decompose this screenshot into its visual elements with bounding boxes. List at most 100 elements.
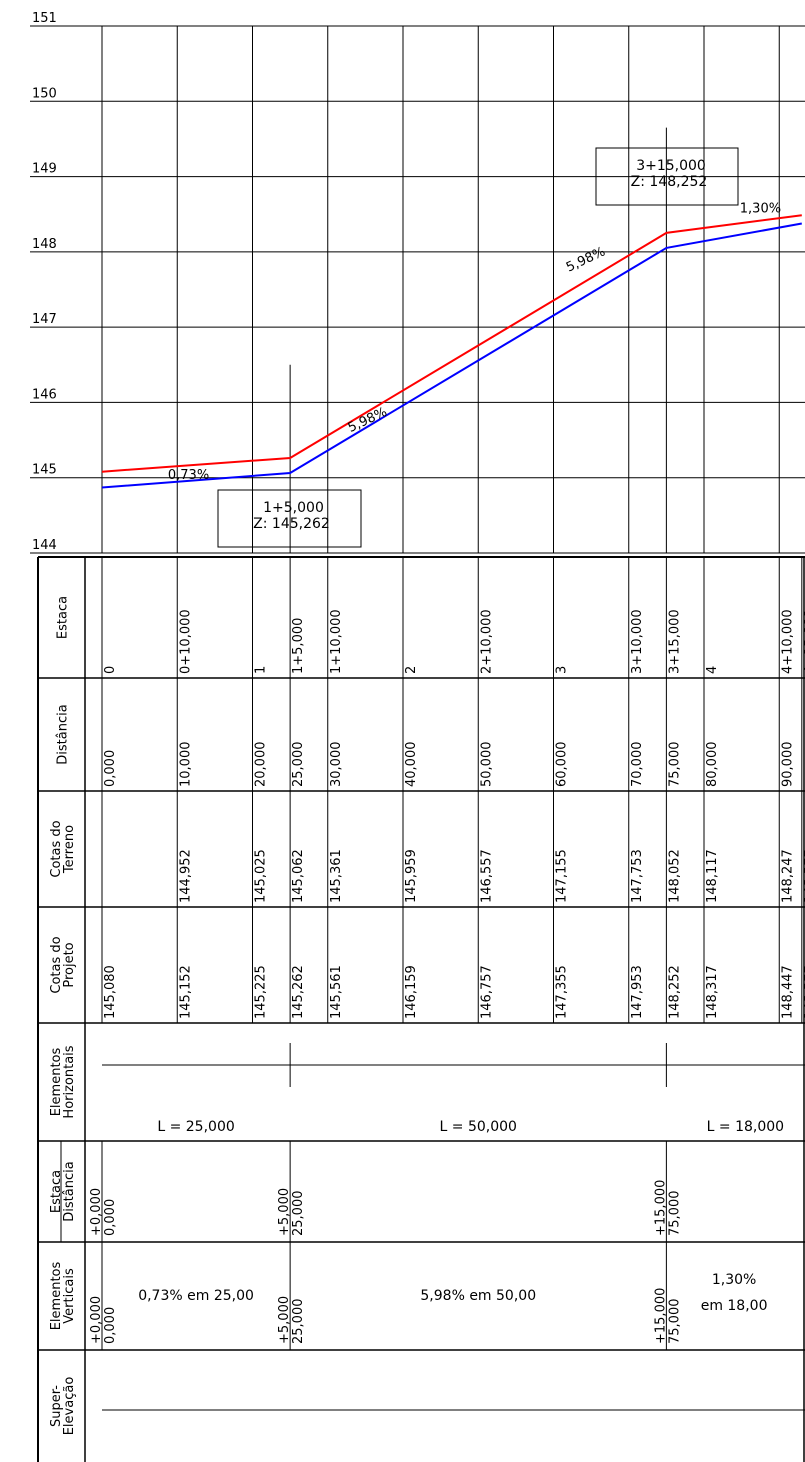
station-cell-terreno: 146,557 [479, 849, 494, 903]
grade-label: 0,73% [168, 468, 209, 483]
station-cell-dist: 20,000 [254, 742, 269, 788]
vertical-element-grade: 5,98% em 50,00 [420, 1288, 536, 1304]
station-cell-terreno: 145,062 [291, 849, 306, 903]
vertical-station-label: +5,000 [277, 1296, 292, 1344]
grade-label: 1,30% [740, 202, 781, 217]
table-row-label: Elementos [49, 1262, 64, 1331]
horizontal-element-length: L = 50,000 [440, 1119, 517, 1135]
station-cell-estaca: 2+10,000 [479, 609, 494, 674]
vertical-station-label: +0,000 [89, 1296, 104, 1344]
station-cell-estaca: 3+15,000 [667, 609, 682, 674]
station-cell-projeto: 145,225 [254, 965, 269, 1019]
station-cell-estaca: 2 [404, 666, 419, 674]
pi-label-box [595, 147, 739, 206]
station-cell-projeto: 147,953 [630, 965, 645, 1019]
distance-label: 0,000 [103, 1199, 118, 1236]
station-cell-estaca: 1+5,000 [291, 618, 306, 674]
table-row-label: Projeto [62, 942, 77, 987]
station-cell-projeto: 145,561 [329, 965, 344, 1019]
station-cell-projeto: 146,757 [479, 965, 494, 1019]
vertical-distance-label: 25,000 [291, 1299, 306, 1345]
station-cell-projeto: 148,252 [667, 965, 682, 1019]
vertical-distance-label: 75,000 [667, 1299, 682, 1345]
table-row-label: Verticais [62, 1268, 77, 1324]
station-cell-projeto: 148,317 [705, 965, 720, 1019]
table-row-label: Cotas do [49, 820, 64, 877]
table-row-label: Distância [62, 1161, 77, 1221]
station-cell-terreno: 148,117 [705, 849, 720, 903]
pi-label-box [217, 489, 362, 548]
table-row-label: Terreno [62, 825, 77, 874]
station-cell-dist: 70,000 [630, 742, 645, 788]
station-cell-estaca: 4+13,000 [803, 609, 805, 674]
station-cell-dist: 30,000 [329, 742, 344, 788]
profile-grid [30, 25, 805, 554]
horizontal-element-length: L = 25,000 [157, 1119, 234, 1135]
profile-lines [101, 214, 802, 489]
distance-label: 25,000 [291, 1191, 306, 1237]
station-cell-estaca: 1 [254, 666, 269, 674]
table-row-label: Estaca [49, 1170, 64, 1213]
station-cell-projeto: 148,577 [803, 965, 805, 1019]
station-cell-dist: 0,000 [103, 750, 118, 787]
station-cell-estaca: 4+10,000 [780, 609, 795, 674]
station-cell-terreno: 147,753 [630, 849, 645, 903]
station-cell-projeto: 145,152 [178, 965, 193, 1019]
vertical-station-label: +15,000 [653, 1288, 668, 1344]
station-cell-terreno: 145,361 [329, 849, 344, 903]
elevation-label: 149 [32, 162, 57, 177]
station-cell-estaca: 4 [705, 666, 720, 674]
station-cell-estaca: 3+10,000 [630, 609, 645, 674]
station-cell-estaca: 1+10,000 [329, 609, 344, 674]
elevation-label: 150 [32, 86, 57, 101]
elevation-label: 148 [32, 237, 57, 252]
estaca-offset-label: +15,000 [653, 1180, 668, 1236]
station-cell-dist: 80,000 [705, 742, 720, 788]
pi-station-label: 1+5,000 [263, 500, 324, 516]
elevation-label: 151 [32, 11, 57, 26]
table-row-label: Elevação [62, 1377, 77, 1436]
station-cell-projeto: 147,355 [555, 965, 570, 1019]
table-row-label: Elementos [49, 1048, 64, 1117]
design-profile-line [101, 214, 802, 473]
station-cell-projeto: 145,080 [103, 965, 118, 1019]
distance-label: 75,000 [667, 1191, 682, 1237]
station-cell-projeto: 146,159 [404, 965, 419, 1019]
vertical-element-grade: 1,30% [712, 1272, 756, 1288]
station-cell-terreno: 144,952 [178, 849, 193, 903]
pi-elevation-label: Z: 145,262 [253, 516, 330, 532]
station-cell-terreno: 147,155 [555, 849, 570, 903]
station-cell-dist: 50,000 [479, 742, 494, 788]
station-cell-estaca: 3 [555, 666, 570, 674]
station-cell-terreno: 148,247 [780, 849, 795, 903]
pi-station-label: 3+15,000 [636, 158, 706, 174]
elevation-label: 144 [32, 538, 57, 553]
station-cell-estaca: 0 [103, 666, 118, 674]
station-cell-dist: 40,000 [404, 742, 419, 788]
estaca-offset-label: +5,000 [277, 1188, 292, 1236]
station-cell-terreno: 145,959 [404, 849, 419, 903]
station-cell-estaca: 0+10,000 [178, 609, 193, 674]
station-cell-projeto: 145,262 [291, 965, 306, 1019]
station-cell-terreno: 148,052 [667, 849, 682, 903]
elevation-label: 147 [32, 312, 57, 327]
table-row-label: Super- [49, 1385, 64, 1427]
station-cell-dist: 60,000 [555, 742, 570, 788]
vertical-element-grade: 0,73% em 25,00 [138, 1288, 254, 1304]
station-cell-dist: 10,000 [178, 742, 193, 788]
station-cell-terreno: 148,377 [803, 849, 805, 903]
table-row-label: Estaca [56, 596, 71, 639]
elevation-axis: 151 150 149 148 147 146 145 144 [32, 11, 57, 553]
station-cell-terreno: 145,025 [254, 849, 269, 903]
table-row-label: Distância [56, 704, 71, 764]
station-cell-projeto: 148,447 [780, 965, 795, 1019]
terrain-profile-line [101, 222, 802, 489]
grade-label: 5,98% [346, 405, 390, 436]
table-row-label: Cotas do [49, 936, 64, 993]
elevation-label: 146 [32, 387, 57, 402]
vertical-element-grade: em 18,00 [701, 1298, 768, 1314]
table-row-label: Horizontais [62, 1045, 77, 1118]
station-cell-dist: 90,000 [780, 742, 795, 788]
